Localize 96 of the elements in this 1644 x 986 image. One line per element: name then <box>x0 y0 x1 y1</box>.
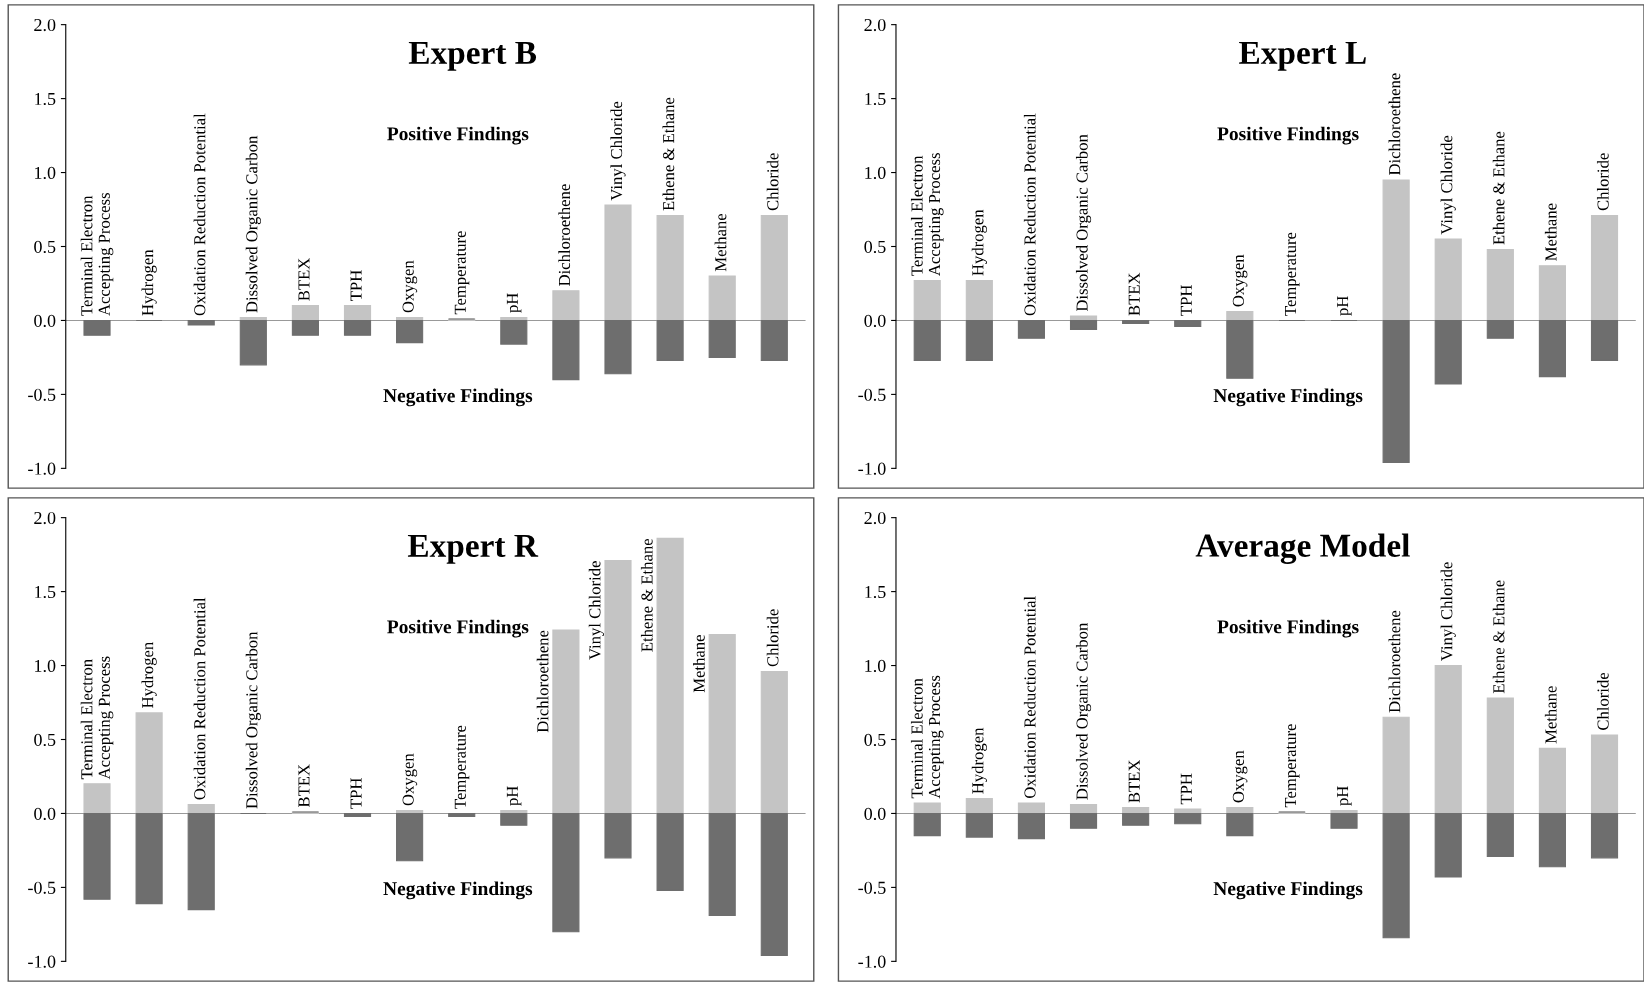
category-label: Methane <box>693 635 705 693</box>
y-tick-label: -1.0 <box>28 462 56 475</box>
category-label: Temperature <box>454 725 470 809</box>
category-label: pH <box>506 293 522 313</box>
category-label: Methane <box>1544 203 1557 261</box>
y-tick-label: 1.5 <box>865 92 886 106</box>
category-label: BTEX <box>1128 272 1140 316</box>
category-label: Terminal Electron Accepting Process <box>80 193 114 316</box>
y-tick-label: 0.5 <box>34 240 56 254</box>
y-tick-label: -1.0 <box>858 462 886 475</box>
category-label: BTEX <box>298 764 310 808</box>
y-tick-label: -1.0 <box>28 955 56 968</box>
y-tick-label: 1.0 <box>35 166 56 180</box>
category-label: pH <box>1337 296 1352 316</box>
category-label: Dichloroethene <box>558 184 571 286</box>
category-label: Hydrogen <box>971 727 987 794</box>
category-label: Hydrogen <box>971 209 987 276</box>
category-label: Oxygen <box>402 260 418 313</box>
annotation: Positive Findings <box>1217 126 1359 145</box>
category-label: Temperature <box>1285 724 1300 808</box>
y-tick-label: -1.0 <box>858 955 886 968</box>
category-label: TPH <box>1180 773 1192 805</box>
y-tick-label: 2.0 <box>864 18 886 32</box>
category-label: Dissolved Organic Carbon <box>1075 134 1092 312</box>
category-label: Ethene & Ethane <box>640 538 653 652</box>
annotation: Negative Findings <box>383 388 533 407</box>
category-label: BTEX <box>298 258 310 301</box>
category-label: Terminal Electron Accepting Process <box>910 153 944 276</box>
category-label: Oxygen <box>1232 254 1248 307</box>
y-tick-label: 2.0 <box>864 511 886 525</box>
category-label: Vinyl Chloride <box>588 561 604 660</box>
y-tick-label: 0.0 <box>864 314 886 327</box>
category-label: Dichloroethene <box>536 630 549 733</box>
chart-title: Expert B <box>408 41 537 71</box>
y-tick-label: 0.5 <box>864 240 886 254</box>
y-tick-label: 1.5 <box>35 92 56 106</box>
category-label: Dichloroethene <box>1388 73 1401 176</box>
annotation: Positive Findings <box>387 619 529 638</box>
y-tick-label: -0.5 <box>28 388 56 401</box>
annotation: Positive Findings <box>1217 619 1359 638</box>
category-label: Terminal Electron Accepting Process <box>80 656 114 780</box>
category-label: Ethene & Ethane <box>1492 131 1505 245</box>
category-label: Chloride <box>766 153 779 211</box>
category-label: Oxygen <box>1232 750 1248 803</box>
category-label: Chloride <box>1596 672 1609 730</box>
y-tick-label: 0.0 <box>864 807 886 820</box>
y-tick-label: -0.5 <box>858 388 886 401</box>
y-tick-label: 1.5 <box>35 585 56 599</box>
y-tick-label: 0.0 <box>34 314 56 327</box>
category-label: Chloride <box>1596 153 1609 211</box>
y-tick-label: 2.0 <box>34 18 56 32</box>
y-tick-label: -0.5 <box>858 881 886 894</box>
category-label: Temperature <box>454 231 470 315</box>
y-tick-label: 1.0 <box>865 659 886 673</box>
y-tick-label: 0.5 <box>864 733 886 747</box>
category-label: Hydrogen <box>141 642 157 708</box>
category-label: Chloride <box>766 609 779 667</box>
y-tick-label: 0.0 <box>34 807 56 820</box>
chart-title: Expert R <box>407 534 539 564</box>
category-label: Oxidation Reduction Potential <box>1023 596 1036 798</box>
category-label: BTEX <box>1128 759 1140 803</box>
chart-title: Average Model <box>1195 533 1410 564</box>
category-label: TPH <box>1180 285 1192 316</box>
annotation: Positive Findings <box>387 126 529 145</box>
annotation: Negative Findings <box>1213 881 1363 900</box>
annotation: Negative Findings <box>383 881 533 900</box>
category-label: Ethene & Ethane <box>1492 580 1505 694</box>
category-label: Terminal Electron Accepting Process <box>910 675 944 799</box>
y-tick-label: 0.5 <box>34 733 56 747</box>
category-label: Oxygen <box>402 753 418 806</box>
annotation: Negative Findings <box>1213 388 1363 407</box>
category-label: TPH <box>350 270 362 301</box>
category-label: Dissolved Organic Carbon <box>1075 622 1092 800</box>
category-label: Hydrogen <box>141 249 157 316</box>
category-label: pH <box>1337 786 1352 806</box>
category-label: Dichloroethene <box>1388 610 1401 713</box>
chart-title: Expert L <box>1239 41 1366 71</box>
category-label: Methane <box>1544 686 1557 744</box>
category-label: Dissolved Organic Carbon <box>245 135 261 313</box>
y-tick-label: 1.5 <box>865 585 886 599</box>
y-tick-label: 1.0 <box>35 659 56 673</box>
y-tick-label: -0.5 <box>28 881 56 894</box>
category-label: Ethene & Ethane <box>662 97 675 211</box>
category-label: Vinyl Chloride <box>1440 562 1456 661</box>
category-label: Oxidation Reduction Potential <box>1023 113 1036 316</box>
category-label: Dissolved Organic Carbon <box>245 631 261 809</box>
category-label: Oxidation Reduction Potential <box>193 597 206 800</box>
y-tick-label: 1.0 <box>865 166 886 180</box>
category-label: Oxidation Reduction Potential <box>193 113 206 316</box>
category-label: Vinyl Chloride <box>610 101 626 201</box>
category-label: Temperature <box>1285 232 1300 316</box>
category-label: TPH <box>350 778 362 809</box>
category-label: Vinyl Chloride <box>1440 135 1456 235</box>
y-tick-label: 2.0 <box>34 511 56 525</box>
category-label: Methane <box>714 213 727 272</box>
category-label: pH <box>506 786 522 806</box>
